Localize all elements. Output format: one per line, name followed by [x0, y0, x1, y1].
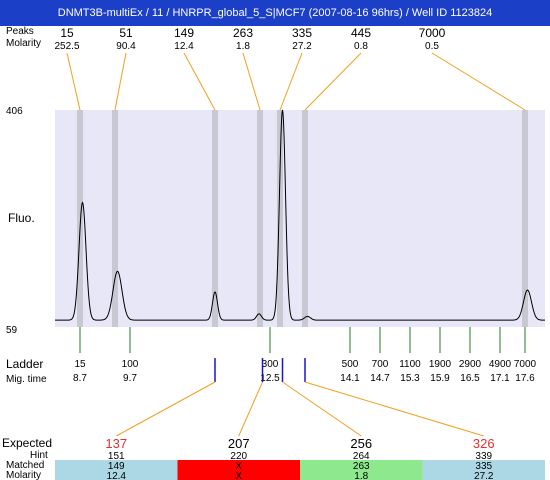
hint-value: 220	[230, 451, 247, 462]
ladder-size-label: 100	[122, 359, 139, 370]
y-tick-bottom: 59	[6, 325, 18, 336]
matched-value: 149	[108, 461, 125, 472]
peak-band-1	[112, 110, 118, 327]
molarity-value: 1.8	[354, 471, 368, 480]
peak-connector	[304, 52, 362, 111]
matched-value: 263	[353, 461, 370, 472]
hint-value: 264	[353, 451, 370, 462]
ladder-migtime-label: 14.1	[340, 373, 360, 384]
peak-size-label: 335	[292, 26, 312, 40]
expected-row-label: Expected	[2, 436, 52, 450]
ladder-size-label: 500	[342, 359, 359, 370]
ladder-size-label: 300	[262, 359, 279, 370]
expected-size: 207	[228, 436, 250, 451]
hint-value: 151	[108, 451, 125, 462]
peak-molarity-label: 0.8	[354, 41, 368, 52]
peak-connector	[279, 52, 303, 111]
ladder-size-label: 4900	[489, 359, 512, 370]
peak-size-label: 149	[174, 26, 194, 40]
peak-connector	[114, 52, 127, 111]
ladder-migtime-label: 17.6	[515, 373, 535, 384]
peak-size-label: 15	[60, 26, 74, 40]
plot-area	[55, 110, 545, 327]
molarity2-row-label: Molarity	[6, 470, 41, 480]
expected-connector	[282, 381, 362, 437]
hint-row-label: Hint	[30, 450, 48, 461]
ladder-size-label: 15	[74, 359, 86, 370]
peak-band-3	[257, 110, 263, 327]
molarity-value: X	[235, 471, 242, 480]
matched-row-label: Matched	[6, 460, 44, 471]
molarity-value: 27.2	[474, 471, 494, 480]
peak-connector	[242, 52, 261, 111]
ladder-size-label: 700	[372, 359, 389, 370]
ladder-migtime-label: 15.3	[400, 373, 420, 384]
peak-connector	[183, 52, 216, 111]
y-tick-top: 406	[6, 106, 23, 117]
ladder-migtime-label: 14.7	[370, 373, 390, 384]
peak-size-label: 445	[351, 26, 371, 40]
hint-value: 339	[475, 451, 492, 462]
ladder-migtime-label: 16.5	[460, 373, 480, 384]
ladder-size-label: 1100	[399, 359, 421, 370]
peak-band-4	[277, 110, 283, 327]
peak-band-2	[212, 110, 218, 327]
expected-connector	[304, 381, 484, 437]
molarity-row-label: Molarity	[6, 38, 41, 49]
ladder-size-label: 2900	[459, 359, 482, 370]
ladder-migtime-label: 12.5	[260, 373, 280, 384]
peak-molarity-label: 12.4	[174, 41, 194, 52]
peak-connector	[66, 52, 81, 111]
ladder-migtime-label: 8.7	[73, 373, 87, 384]
peaks-row-label: Peaks	[6, 26, 34, 37]
peak-size-label: 263	[233, 26, 253, 40]
expected-size: 256	[350, 436, 372, 451]
expected-size: 326	[473, 436, 495, 451]
ladder-migtime-label: 9.7	[123, 373, 137, 384]
match-cell	[55, 460, 178, 480]
ladder-size-label: 7000	[514, 359, 537, 370]
peak-molarity-label: 1.8	[236, 41, 250, 52]
match-cell	[177, 460, 300, 480]
peak-size-label: 7000	[419, 26, 446, 40]
expected-connector	[116, 381, 216, 437]
matched-value: X	[235, 461, 242, 472]
expected-connector	[238, 381, 263, 437]
match-cell	[300, 460, 423, 480]
peak-size-label: 51	[119, 26, 133, 40]
window-title: DNMT3B-multiEx / 11 / HNRPR_global_5_S|M…	[0, 0, 550, 26]
peak-band-5	[302, 110, 308, 327]
peak-band-6	[522, 110, 528, 327]
matched-value: 335	[475, 461, 492, 472]
peak-molarity-label: 0.5	[425, 41, 439, 52]
peak-connector	[431, 52, 526, 111]
molarity-value: 12.4	[107, 471, 127, 480]
peak-molarity-label: 27.2	[292, 41, 312, 52]
ladder-size-label: 1900	[429, 359, 452, 370]
ladder-row-label: Ladder	[6, 357, 43, 371]
match-cell	[422, 460, 545, 480]
y-axis-label: Fluo.	[8, 211, 35, 225]
fluorescence-trace	[55, 109, 545, 321]
peak-molarity-label: 252.5	[54, 41, 79, 52]
migtime-row-label: Mig. time	[6, 374, 47, 385]
peak-band-0	[77, 110, 83, 327]
ladder-migtime-label: 17.1	[490, 373, 510, 384]
peak-molarity-label: 90.4	[116, 41, 136, 52]
ladder-migtime-label: 15.9	[430, 373, 450, 384]
expected-size: 137	[105, 436, 127, 451]
